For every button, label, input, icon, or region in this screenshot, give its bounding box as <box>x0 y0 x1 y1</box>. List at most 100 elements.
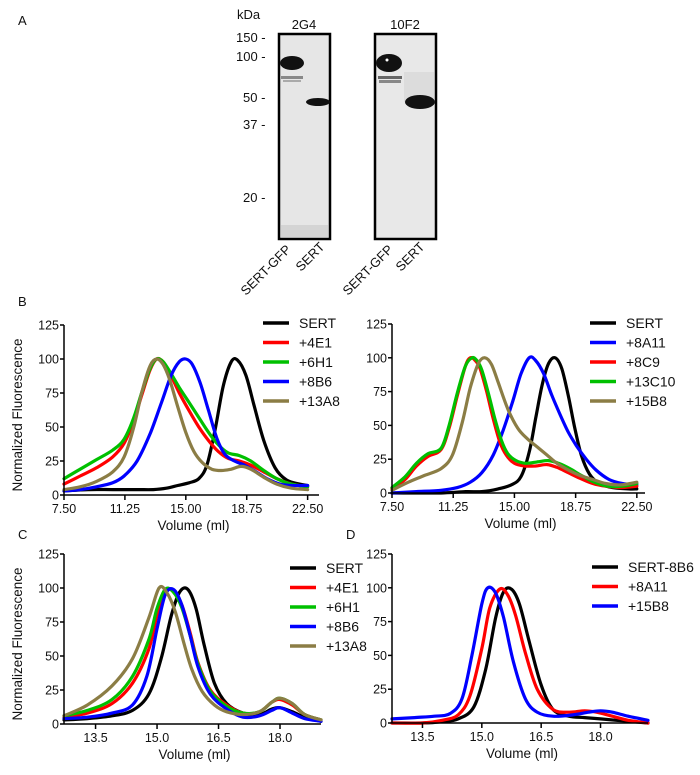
x-tick-label: 7.50 <box>52 502 76 516</box>
y-axis-title: Normalized Fluorescence <box>10 567 25 720</box>
legend-item: +13C10 <box>590 374 676 390</box>
chart-panel-b-left: 0 25 50 75 100 125 7.50 11.25 15.00 18.75 22.50 Vol… <box>10 315 340 533</box>
kda-unit-label: kDa <box>237 7 261 22</box>
blot-image-2g4 <box>277 32 332 241</box>
y-tick-label: 100 <box>366 581 387 595</box>
x-tick-label: 16.5 <box>206 731 230 745</box>
legend-item: +8B6 <box>290 619 359 635</box>
legend-item: SERT-8B6 <box>592 559 694 575</box>
marker-label-20: 20 - <box>243 190 265 205</box>
lane-label-sert-gfp: SERT-GFP <box>340 242 396 298</box>
panel-letter-b: B <box>18 294 27 309</box>
panel-letter-d: D <box>346 527 355 542</box>
legend-item: +4E1 <box>290 580 359 596</box>
blot-image-10f2 <box>373 32 438 241</box>
x-tick-label: 15.0 <box>145 731 169 745</box>
series-line-13a8 <box>62 585 323 722</box>
y-tick-label: 100 <box>38 353 59 367</box>
panel-letter-c: C <box>18 527 27 542</box>
series-line-13a8 <box>62 357 310 492</box>
y-tick-label: 50 <box>45 421 59 435</box>
chart-panel-b-right: 0 25 50 75 100 125 7.50 11.25 15.00 18.75 22.50 Vol… <box>366 315 676 531</box>
legend-label: +8C9 <box>626 354 660 370</box>
legend-label: +8B6 <box>326 619 359 635</box>
legend-item: SERT <box>590 315 664 331</box>
legend-label: +8A11 <box>628 579 668 595</box>
x-tick-label: 13.5 <box>410 730 434 744</box>
x-tick-label: 18.0 <box>268 731 292 745</box>
y-tick-label: 75 <box>45 616 59 630</box>
chart-panel-d: 0 25 50 75 100 125 13.5 15.0 16.5 18.0 Volume (ml)… <box>366 548 694 762</box>
legend-label: +8B6 <box>299 374 332 390</box>
y-tick-label: 25 <box>45 684 59 698</box>
y-tick-label: 100 <box>366 351 387 365</box>
y-tick-label: 100 <box>38 582 59 596</box>
y-tick-label: 25 <box>45 455 59 469</box>
lane-label-sert: SERT <box>393 239 428 274</box>
series-line-8a11 <box>390 355 639 495</box>
marker-label-150: 150 - <box>236 30 266 45</box>
band-sert-gfp <box>280 56 304 70</box>
band-sert-gfp <box>376 54 402 72</box>
x-tick-label: 16.5 <box>529 730 553 744</box>
x-tick-label: 15.00 <box>499 500 530 514</box>
x-axis-title: Volume (ml) <box>484 516 556 531</box>
x-tick-label: 11.25 <box>110 502 140 516</box>
legend-item: +6H1 <box>263 354 333 370</box>
y-tick-label: 125 <box>366 548 387 562</box>
legend-item: +15B8 <box>590 393 667 409</box>
y-tick-label: 50 <box>373 649 387 663</box>
blot-title-2g4: 2G4 <box>292 17 317 32</box>
x-tick-label: 15.00 <box>170 502 201 516</box>
legend: SERT +4E1 +6H1 +8B6 +13A8 <box>290 560 367 654</box>
legend-label: +4E1 <box>326 580 359 596</box>
y-tick-label: 125 <box>38 319 59 333</box>
legend-item: +8C9 <box>590 354 660 370</box>
legend-label: +6H1 <box>299 354 333 370</box>
band-sert <box>306 98 330 106</box>
legend-item: +13A8 <box>263 393 340 409</box>
series-line-15b8 <box>390 585 650 722</box>
series-line-8b6 <box>62 357 310 493</box>
x-tick-label: 22.50 <box>621 500 652 514</box>
series-group <box>62 585 323 723</box>
y-tick-label: 75 <box>45 387 59 401</box>
x-axis-title: Volume (ml) <box>486 746 558 761</box>
x-tick-label: 7.50 <box>380 500 404 514</box>
x-axis-title: Volume (ml) <box>158 747 230 762</box>
series-line-sert <box>62 356 310 493</box>
y-tick-label: 25 <box>373 683 387 697</box>
band-sert <box>405 95 435 109</box>
y-tick-label: 125 <box>366 318 387 332</box>
legend-item: +8B6 <box>263 374 332 390</box>
legend-item: +15B8 <box>592 598 669 614</box>
legend-item: +13A8 <box>290 638 367 654</box>
x-tick-label: 22.50 <box>292 502 323 516</box>
legend-item: SERT <box>290 560 364 576</box>
x-axis-title: Volume (ml) <box>157 518 229 533</box>
legend: SERT +4E1 +6H1 +8B6 +13A8 <box>263 315 340 409</box>
marker-label-37: 37 - <box>243 117 265 132</box>
x-tick-label: 18.75 <box>231 502 262 516</box>
y-tick-label: 75 <box>373 615 387 629</box>
legend-label: +4E1 <box>299 335 332 351</box>
legend-item: +8A11 <box>592 579 668 595</box>
y-tick-label: 0 <box>52 718 59 732</box>
series-line-15b8 <box>390 356 639 492</box>
legend-label: +13A8 <box>326 638 367 654</box>
x-tick-label: 15.0 <box>470 730 494 744</box>
y-tick-label: 50 <box>45 650 59 664</box>
y-tick-label: 25 <box>373 453 387 467</box>
legend-label: +15B8 <box>628 598 669 614</box>
legend-label: SERT <box>326 560 364 576</box>
series-line-4e1 <box>62 356 310 489</box>
legend-label: SERT <box>299 315 337 331</box>
legend-item: +6H1 <box>290 599 360 615</box>
marker-label-50: 50 - <box>243 90 265 105</box>
x-tick-label: 18.0 <box>588 730 612 744</box>
blot-title-10f2: 10F2 <box>390 17 420 32</box>
y-tick-label: 0 <box>380 487 387 501</box>
series-line-6h1 <box>62 357 310 489</box>
chart-panel-c: 0 25 50 75 100 125 13.5 15.0 16.5 18.0 Volume (ml)… <box>10 548 367 763</box>
